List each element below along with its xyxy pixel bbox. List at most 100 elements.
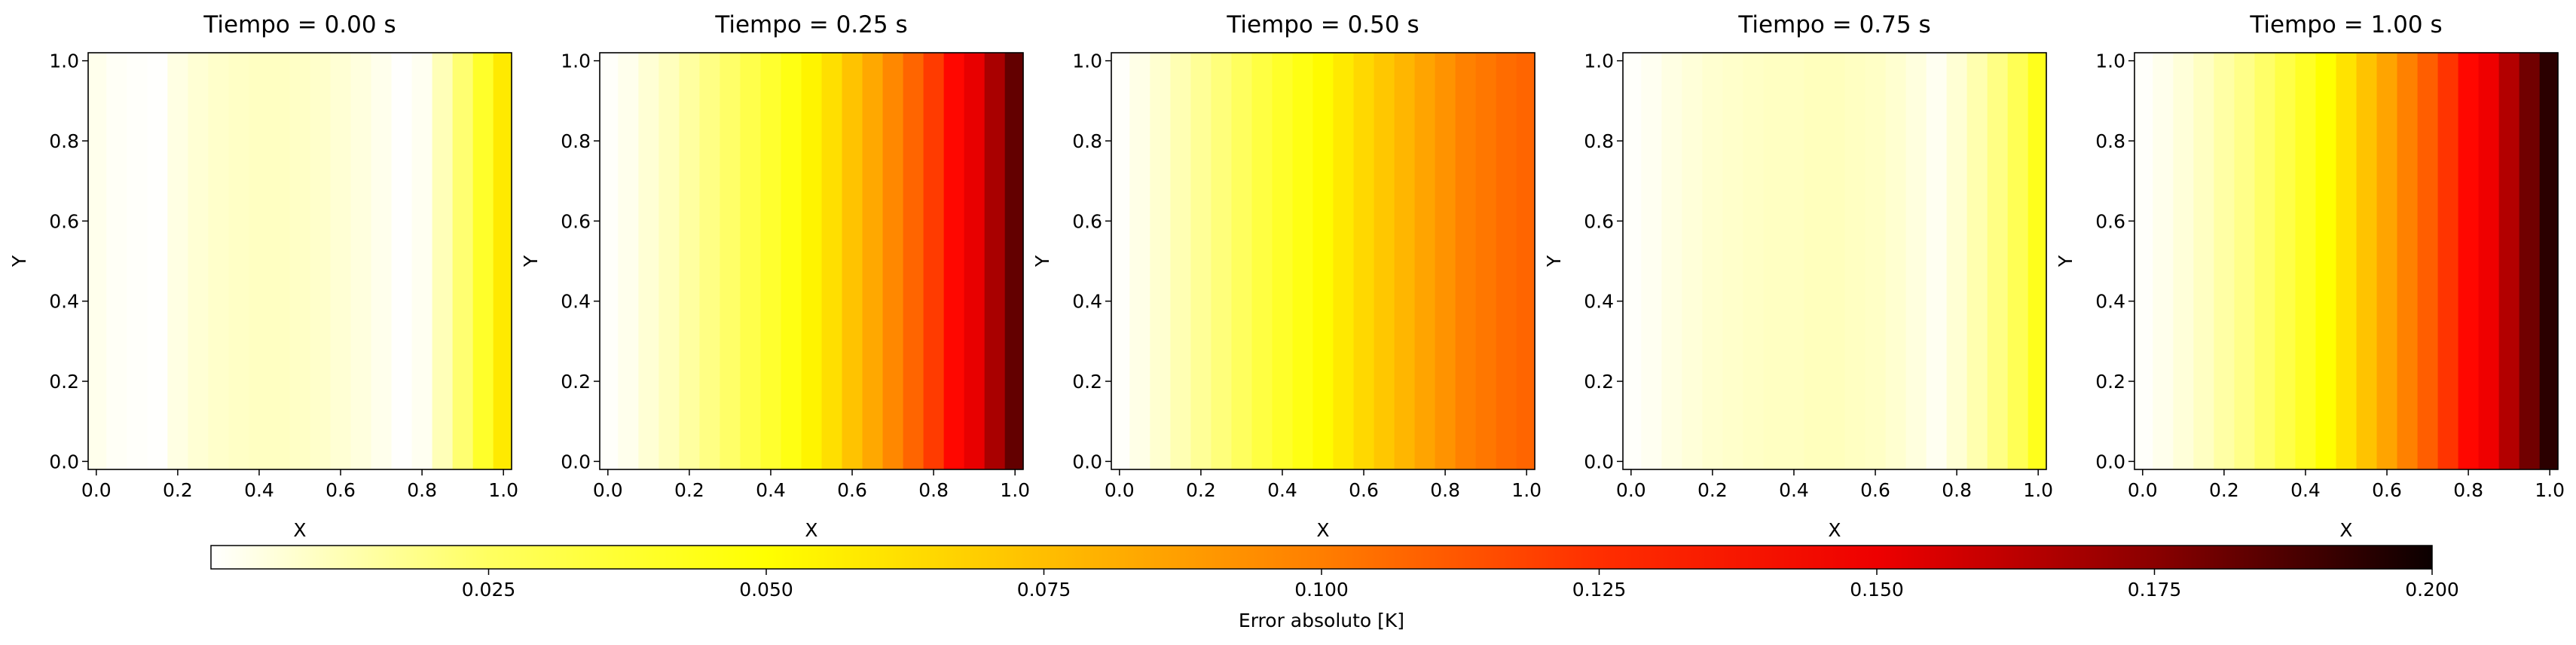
heatmap-cell (147, 53, 168, 469)
heatmap-cell (269, 53, 291, 469)
y-tick-label: 0.2 (1584, 371, 1614, 393)
x-tick-label: 0.6 (325, 479, 356, 501)
heatmap-cell (699, 53, 721, 469)
y-tick-label: 0.2 (1072, 371, 1102, 393)
y-axis-label: Y (2055, 255, 2076, 267)
colorbar-tick-label: 0.175 (2128, 579, 2182, 601)
heatmap-cell (984, 53, 1006, 469)
heatmap-cell (493, 53, 512, 469)
colorbar-label: Error absoluto [K] (1239, 610, 1404, 631)
heatmap-cell (1292, 53, 1314, 469)
heatmap-cell (127, 53, 148, 469)
x-tick-label: 1.0 (2023, 479, 2053, 501)
axes-frame (1111, 52, 1536, 470)
heatmap-cell (167, 53, 188, 469)
x-tick-label: 0.4 (1267, 479, 1297, 501)
heatmap-cell (1987, 53, 2009, 469)
heatmap-cell (679, 53, 700, 469)
heatmap-cell (638, 53, 659, 469)
heatmap-cell (1272, 53, 1294, 469)
heatmap-cell (2478, 53, 2500, 469)
heatmap-cell (1661, 53, 1682, 469)
x-tick-label: 0.8 (1942, 479, 1972, 501)
heatmap-cell (2519, 53, 2541, 469)
heatmap-cell (106, 53, 127, 469)
x-tick-label: 0.8 (407, 479, 437, 501)
heatmap-cell (1455, 53, 1477, 469)
heatmap-cell (1946, 53, 1968, 469)
heatmap-cell (964, 53, 985, 469)
colorbar-tick-label: 0.100 (1294, 579, 1349, 601)
colorbar: 0.025 0.050 0.075 0.100 0.125 0.150 0.175 0.200… (210, 545, 2459, 631)
heatmap-cell (1394, 53, 1416, 469)
panel-title: Tiempo = 0.50 s (1226, 11, 1419, 38)
panel-title: Tiempo = 0.75 s (1737, 11, 1930, 38)
heatmap-cell (1129, 53, 1150, 469)
panel-title: Tiempo = 0.25 s (714, 11, 907, 38)
heatmap-cell (289, 53, 311, 469)
heatmap-cell (330, 53, 352, 469)
x-axis-label: X (1828, 519, 1841, 541)
heatmap-cell (842, 53, 863, 469)
y-tick-label: 0.0 (561, 451, 591, 472)
heatmap-cell (1435, 53, 1456, 469)
y-tick-label: 0.0 (1584, 451, 1614, 472)
heatmap-cell (208, 53, 230, 469)
heatmap-cell (1190, 53, 1212, 469)
x-tick-label: 0.0 (2128, 479, 2158, 501)
panel-title: Tiempo = 1.00 s (2249, 11, 2442, 38)
heatmap-cell (2376, 53, 2398, 469)
heatmap-cell (720, 53, 741, 469)
y-tick-label: 0.4 (1072, 291, 1102, 313)
heatmap-cell (2437, 53, 2459, 469)
y-tick-label: 1.0 (49, 50, 79, 72)
heatmap-cell (2315, 53, 2337, 469)
heatmap-cell (600, 53, 619, 469)
y-tick-label: 0.4 (1584, 291, 1614, 313)
x-tick-label: 0.8 (2453, 479, 2483, 501)
x-tick-label: 0.2 (1697, 479, 1728, 501)
heatmap-cell (1702, 53, 1723, 469)
y-tick-label: 0.6 (49, 210, 79, 232)
x-axis-label: X (805, 519, 817, 541)
heatmap-cell (821, 53, 843, 469)
heatmap-cell (1231, 53, 1253, 469)
heatmap-cell (2173, 53, 2194, 469)
x-tick-label: 0.4 (756, 479, 786, 501)
y-axis-label: Y (1031, 255, 1053, 267)
heatmap-cell (923, 53, 945, 469)
x-tick-label: 0.0 (1105, 479, 1135, 501)
y-axis-label: Y (8, 255, 30, 267)
heatmap-cell (1763, 53, 1785, 469)
heatmap-cell (1211, 53, 1233, 469)
colorbar-tick-label: 0.075 (1017, 579, 1071, 601)
colorbar-gradient (210, 545, 2433, 570)
x-tick-label: 0.0 (81, 479, 112, 501)
heatmap-cell (2539, 53, 2559, 469)
x-axis-label: X (293, 519, 306, 541)
y-tick-label: 1.0 (2095, 50, 2125, 72)
heatmap-cell (432, 53, 454, 469)
heatmap-cell (228, 53, 250, 469)
heatmap-cell (2134, 53, 2153, 469)
heatmap-cell (2254, 53, 2276, 469)
y-tick-label: 0.2 (2095, 371, 2125, 393)
y-tick-label: 0.4 (561, 291, 591, 313)
heatmap-cell (350, 53, 372, 469)
y-axis-label: Y (520, 255, 542, 267)
heatmap-cell (411, 53, 433, 469)
colorbar-tick-label: 0.200 (2405, 579, 2459, 601)
y-tick-label: 0.6 (1072, 210, 1102, 232)
heatmap-cell (618, 53, 639, 469)
y-axis-label: Y (1543, 255, 1565, 267)
colorbar-tick-label: 0.150 (1850, 579, 1904, 601)
heatmap-cell (2153, 53, 2174, 469)
y-tick-label: 0.6 (1584, 210, 1614, 232)
heatmap-cell (1966, 53, 1988, 469)
heatmap-cell (1824, 53, 1846, 469)
heatmap-cell (1251, 53, 1273, 469)
heatmap-cell (1496, 53, 1517, 469)
heatmap-panels: 0.0 0.2 0.4 0.6 0.8 1.0 0.0 0.2 0.4 0.6 0.8 1.0 Tiem… (8, 11, 2565, 541)
x-tick-label: 0.4 (2290, 479, 2321, 501)
y-tick-label: 1.0 (1072, 50, 1102, 72)
